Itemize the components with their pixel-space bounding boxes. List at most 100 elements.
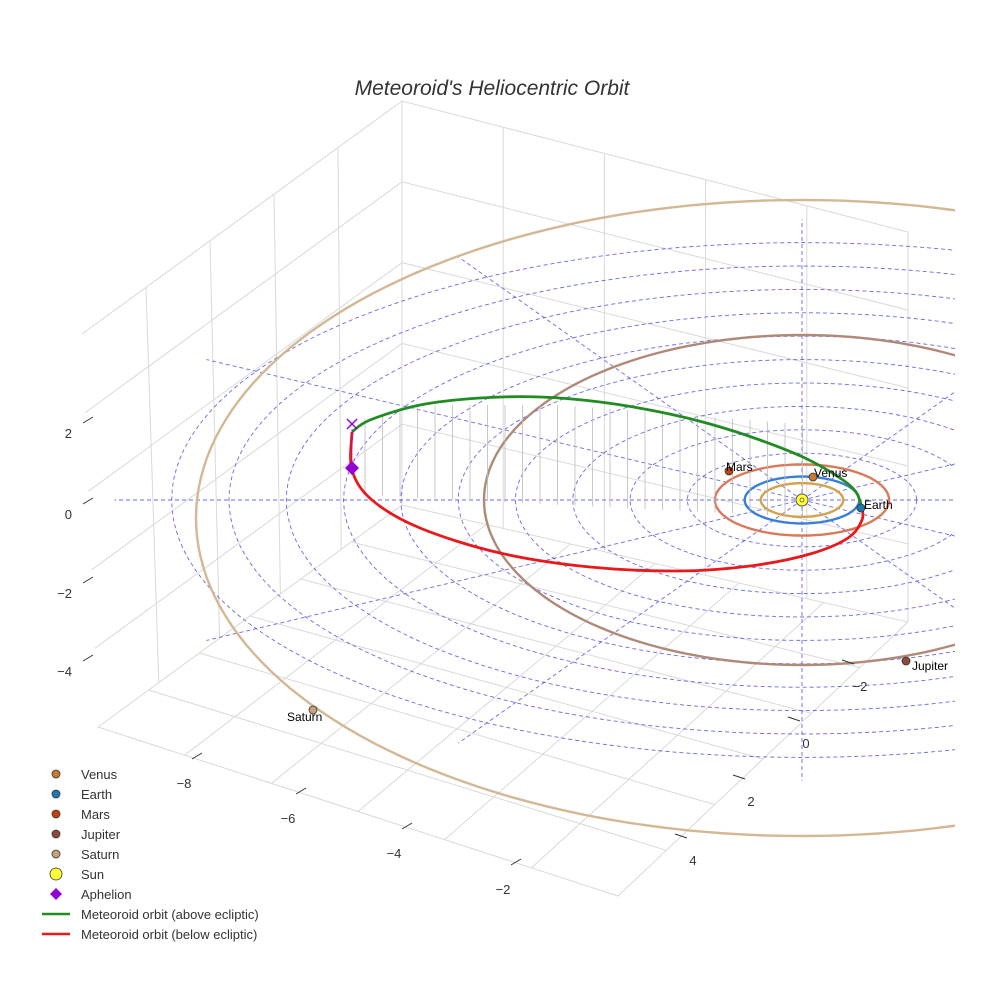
legend-label: Earth (81, 787, 112, 802)
z-tick-label: 2 (65, 426, 72, 441)
box-wall-gridline (91, 342, 909, 571)
x-tick-label: −4 (387, 846, 402, 861)
saturn-label: Saturn (287, 710, 322, 724)
z-axis-tick (82, 654, 94, 662)
ecliptic-spoke (457, 499, 803, 744)
meteoroid-orbit (349, 395, 865, 573)
ecliptic-ring (228, 265, 955, 735)
legend-label: Meteoroid orbit (above ecliptic) (81, 907, 259, 922)
earth-label: Earth (864, 498, 893, 512)
legend-item: Meteoroid orbit (above ecliptic) (42, 907, 259, 922)
aphelion-projection-mark (346, 418, 358, 430)
x-tick-label: −2 (496, 882, 511, 897)
saturn-orbit (194, 198, 955, 838)
box-wall-gridline (337, 147, 342, 550)
legend-label: Aphelion (81, 887, 132, 902)
z-tick-label: −4 (57, 664, 72, 679)
x-axis-tick (295, 787, 307, 795)
x-tick-label: −6 (281, 811, 296, 826)
earth-marker (856, 503, 866, 513)
legend-label: Venus (81, 767, 118, 782)
sun-marker-core (799, 497, 805, 503)
venus-label: Venus (814, 466, 847, 480)
legend-label: Saturn (81, 847, 119, 862)
y-axis-tick (787, 716, 801, 722)
planet-orbits (194, 198, 955, 838)
legend-label: Sun (81, 867, 104, 882)
y-tick-label: 0 (802, 736, 809, 751)
jupiter-orbit (482, 333, 955, 667)
box-floor-front-edge (97, 621, 909, 897)
x-tick-label: −8 (177, 776, 192, 791)
legend-label: Jupiter (81, 827, 121, 842)
jupiter-marker (901, 656, 911, 666)
z-tick-label: −2 (57, 586, 72, 601)
y-tick-label: 2 (747, 794, 754, 809)
ecliptic-spoke (801, 391, 955, 501)
y-axis-tick (732, 774, 746, 780)
legend-swatch (50, 888, 62, 900)
legend-item: Sun (49, 867, 104, 882)
z-axis-tick (82, 497, 94, 505)
legend-item: Jupiter (51, 827, 121, 842)
ecliptic-spoke (206, 359, 803, 501)
legend-item: Meteoroid orbit (below ecliptic) (42, 927, 257, 942)
box-floor-gridline (300, 578, 812, 714)
mars-label: Mars (726, 460, 753, 474)
legend-swatch (51, 789, 61, 799)
legend-label: Mars (81, 807, 110, 822)
x-axis-tick (510, 858, 522, 866)
legend-label: Meteoroid orbit (below ecliptic) (81, 927, 257, 942)
legend-swatch (51, 829, 61, 839)
box-floor-gridline (351, 541, 860, 669)
box-top-edge (81, 100, 909, 335)
axis-box-grid (81, 100, 909, 897)
saturn-marker (308, 705, 318, 715)
aphelion-marker (345, 461, 359, 475)
legend-swatch (51, 849, 61, 859)
ecliptic-grid (114, 219, 955, 781)
legend-item: Saturn (51, 847, 119, 862)
ecliptic-spoke (801, 499, 955, 537)
meteoroid-orbit-above (351, 395, 864, 509)
venus-marker (808, 472, 818, 482)
z-axis-tick (82, 416, 94, 424)
y-tick-label: −2 (853, 679, 868, 694)
markers: Venus Earth Mars Jupiter Saturn (287, 418, 948, 724)
legend-item: Aphelion (50, 887, 132, 902)
x-axis-tick (401, 822, 413, 830)
ecliptic-ring (285, 288, 955, 712)
z-tick-label: 0 (65, 507, 72, 522)
box-wall-gridline (94, 423, 909, 649)
venus-orbit (759, 482, 845, 518)
ecliptic-spoke (457, 256, 803, 501)
ecliptic-spoke (801, 499, 955, 609)
y-axis-tick (841, 659, 855, 665)
ecliptic-spoke (801, 463, 955, 501)
y-axis-tick (674, 833, 688, 839)
box-wall-gridline (145, 287, 160, 683)
legend-item: Venus (51, 767, 118, 782)
z-axis-tick (82, 576, 94, 584)
box-wall-gridline (84, 181, 909, 414)
box-wall-gridline (273, 194, 281, 594)
axis-ticks: 2 0 −2 −4 −8 −6 −4 −2 −2 0 2 4 (57, 416, 868, 897)
legend-item: Mars (51, 807, 110, 822)
mars-marker (724, 466, 734, 476)
earth-orbit (743, 475, 861, 525)
legend-swatch (51, 769, 61, 779)
box-wall-gridline (88, 262, 909, 492)
jupiter-label: Jupiter (912, 659, 948, 673)
sun-marker (795, 493, 809, 507)
y-tick-label: 4 (689, 853, 696, 868)
legend: Venus Earth Mars Jupiter Saturn Sun Aphelion Me… (42, 767, 259, 942)
legend-item: Earth (51, 787, 112, 802)
legend-swatch (51, 809, 61, 819)
box-floor-gridline (444, 582, 740, 841)
legend-swatch (49, 867, 63, 881)
chart-title: Meteoroid's Heliocentric Orbit (355, 77, 631, 100)
meteoroid-orbit-below (349, 431, 865, 573)
x-axis-tick (191, 752, 203, 760)
box-floor-gridline (249, 615, 764, 760)
